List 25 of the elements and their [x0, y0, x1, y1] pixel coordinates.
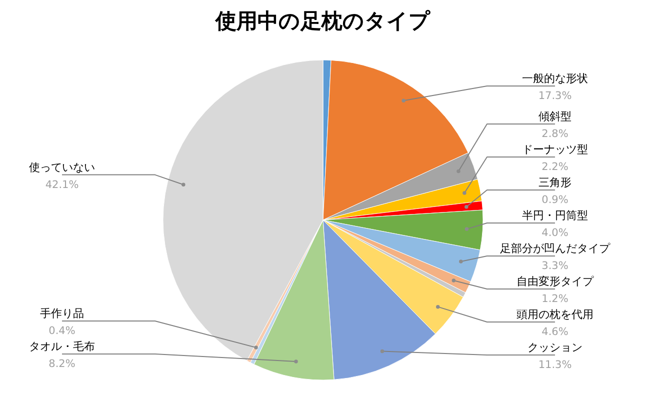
data-label: 4.6% — [542, 326, 568, 338]
data-label: 3.3% — [542, 260, 568, 272]
slice-label: 足部分が凹んだタイプ — [500, 242, 611, 255]
data-label: 17.3% — [538, 90, 572, 102]
data-label: 0.9% — [542, 194, 568, 206]
data-label: 11.3% — [538, 359, 572, 371]
slice-label: 頭用の枕を代用 — [516, 308, 594, 321]
slice-label: 自由変形タイプ — [516, 275, 594, 288]
slice-label: クッション — [528, 341, 582, 354]
slice-label: 手作り品 — [40, 307, 84, 320]
slice-label: 三角形 — [538, 176, 572, 189]
slice-label: 使っていない — [29, 160, 95, 174]
data-label: 2.8% — [542, 128, 568, 140]
data-label: 2.2% — [542, 161, 568, 173]
chart-title: 使用中の足枕のタイプ — [214, 9, 430, 33]
slice-label: 傾斜型 — [538, 110, 572, 123]
data-label: 0.4% — [48, 325, 76, 337]
slice-label: 一般的な形状 — [522, 72, 588, 85]
slice-label: タオル・毛布 — [29, 340, 95, 353]
data-label: 8.2% — [48, 358, 76, 370]
data-label: 4.0% — [542, 227, 568, 239]
slice-label: 半円・円筒型 — [522, 209, 588, 222]
data-label: 42.1% — [45, 178, 79, 191]
slice-label: ドーナッツ型 — [522, 143, 588, 156]
data-label: 1.2% — [542, 293, 568, 305]
